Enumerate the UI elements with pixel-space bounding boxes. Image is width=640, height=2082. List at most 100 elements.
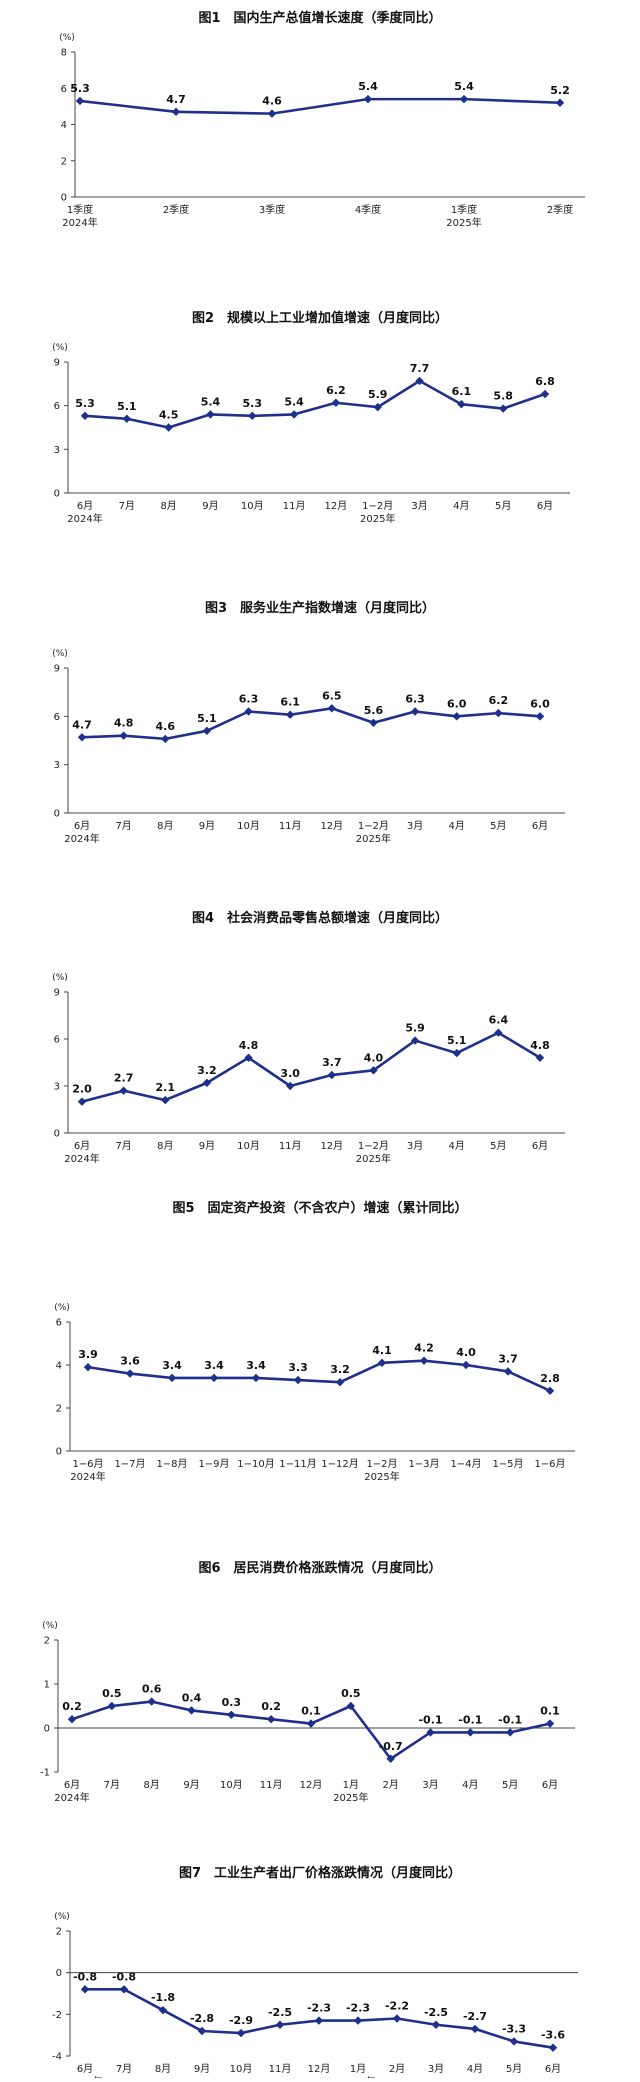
x-tick-label: 6月 [64,1779,80,1791]
data-point [386,1754,395,1763]
data-point [119,1086,128,1095]
chart-1: 图1 国内生产总值增长速度（季度同比） (%) 0 2 4 6 8 1季度 2季度 3季度 4季度 1… [59,10,585,229]
x-tick-label: 8月 [157,820,173,832]
x-tick-label: 4月 [449,820,465,832]
data-label: -2.5 [268,2006,292,2019]
data-point [119,731,128,740]
data-label: -0.7 [379,1740,403,1753]
x-year-label: 2024年 [54,1791,89,1804]
x-tick-label: 3月 [407,820,423,832]
y-tick-label: 0 [44,1724,50,1735]
x-tick-label: 1季度 [67,203,93,216]
y-unit-label: (%) [52,649,68,659]
y-tick-label: 1 [44,1680,50,1691]
x-tick-label: 4月 [453,500,469,512]
y-tick-label: 2 [61,156,67,167]
x-tick-label: 1−6月 [72,1458,103,1470]
data-label: 5.1 [117,400,137,413]
x-tick-label: 2月 [382,1779,398,1791]
data-point [377,1358,387,1368]
data-label: 4.8 [114,717,134,730]
y-tick-label: 6 [54,1035,60,1046]
x-tick-label: 3季度 [259,203,285,216]
data-label: 3.7 [322,1056,342,1069]
data-label: 3.2 [197,1064,217,1077]
data-label: 3.7 [498,1352,518,1365]
data-point [548,2043,558,2052]
data-point [187,1706,196,1715]
data-point [125,1369,135,1378]
x-tick-label: 8月 [155,2063,171,2075]
y-tick-label: 6 [56,1318,62,1329]
x-tick-label: 1月 [343,1779,359,1791]
x-tick-label: 10月 [237,1140,260,1152]
data-label: -2.7 [463,2010,487,2023]
data-label: 0.5 [341,1687,361,1700]
data-label: 5.1 [447,1034,467,1047]
data-point [248,411,257,421]
data-point [266,1715,276,1724]
data-label: 5.8 [493,390,513,403]
data-point [209,1373,219,1383]
data-label: 3.9 [78,1348,98,1361]
data-label: 4.6 [156,720,176,733]
data-point [335,1378,345,1387]
x-tick-label: 1−2月 [362,500,393,512]
data-label: 6.0 [447,697,467,710]
data-point [410,1036,420,1045]
x-tick-label: 5月 [506,2063,522,2075]
data-label: 5.3 [75,397,95,410]
data-label: 0.3 [222,1696,242,1709]
y-tick-label: 9 [54,664,60,675]
x-tick-label: 9月 [199,820,215,832]
y-tick-label: 8 [61,48,67,59]
data-point [505,1728,515,1737]
x-tick-label: 11月 [260,1779,283,1791]
data-point [306,1719,316,1728]
x-tick-label: 7月 [104,1779,120,1791]
x-tick-label: 12月 [300,1779,323,1791]
y-tick-label: 4 [61,120,67,131]
data-label: 6.3 [405,693,425,706]
data-label: 3.6 [120,1355,140,1368]
chart-title: 图1 国内生产总值增长速度（季度同比） [198,10,441,26]
data-label: 0.4 [182,1691,202,1704]
chart-title: 图2 规模以上工业增加值增速（月度同比） [192,310,448,326]
x-tick-label: 5月 [495,500,511,512]
data-point [161,1095,170,1105]
data-point [285,1081,295,1091]
data-point [545,1719,555,1728]
y-tick-label: -2 [52,2010,62,2021]
chart-title: 图7 工业生产者出厂价格涨跌情况（月度同比） [179,1865,461,1881]
chart-4: 图4 社会消费品零售总额增速（月度同比） (%) 0 3 6 9 6月 7月 8月 9月 10月 11… [52,910,565,1165]
x-tick-label: 5月 [502,1779,518,1791]
data-point [202,726,212,736]
data-point [459,94,469,104]
data-point [419,1356,429,1365]
data-point [452,1048,461,1058]
data-point [426,1728,435,1737]
x-tick-label: 10月 [220,1779,243,1791]
data-point [363,94,373,104]
data-point [466,1728,475,1737]
data-label: 5.2 [550,84,570,97]
data-label: 0.5 [102,1687,122,1700]
x-tick-label: 11月 [279,820,302,832]
data-label: 0.6 [142,1683,162,1696]
x-year-label: 2025年 [364,1470,399,1483]
data-point [431,2020,441,2029]
data-label: -0.8 [73,1970,97,1983]
y-tick-label: 2 [44,1636,50,1647]
x-tick-label: 9月 [194,2063,210,2075]
data-label: 4.8 [239,1039,259,1052]
x-tick-label: 4季度 [355,203,381,216]
data-point [83,1362,93,1372]
x-tick-label: 2月 [389,2063,405,2075]
x-tick-label: 7月 [116,2063,132,2075]
data-label: 6.8 [535,375,555,388]
series-line [81,706,541,741]
data-point [373,402,382,412]
data-point [77,733,87,742]
x-tick-label: 6月 [77,500,93,512]
